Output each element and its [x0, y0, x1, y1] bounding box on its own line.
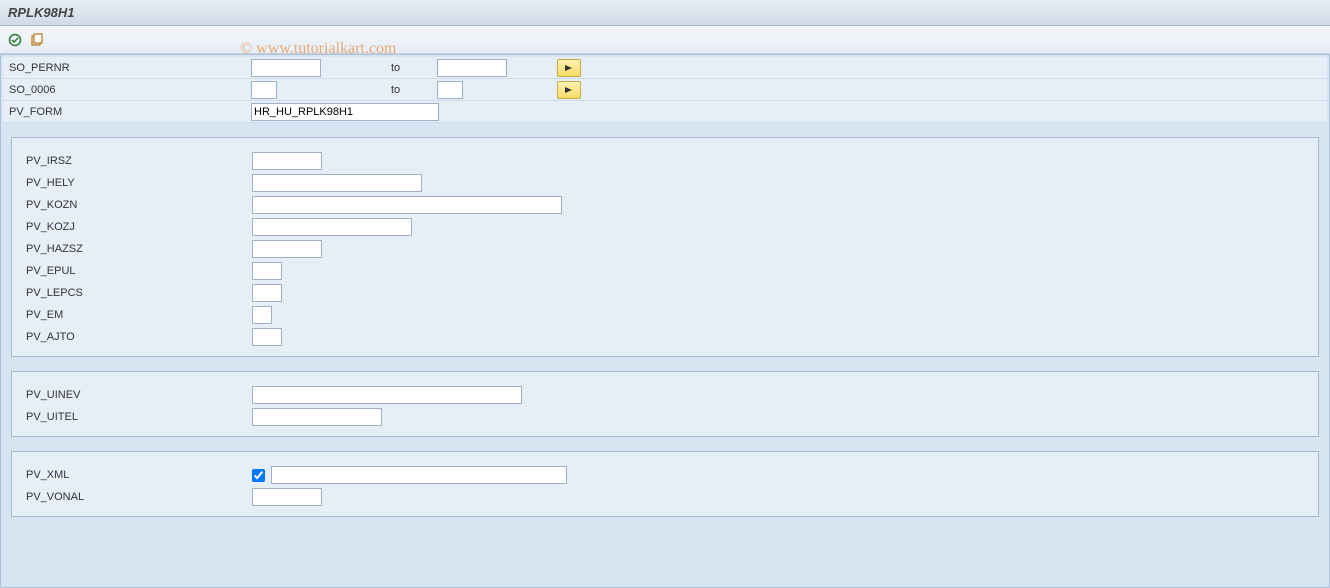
input-pv-em[interactable]	[252, 306, 272, 324]
label-pv-form: PV_FORM	[3, 106, 251, 118]
checkbox-pv-xml[interactable]	[252, 469, 265, 482]
to-label-pernr: to	[387, 62, 437, 74]
input-pv-irsz[interactable]	[252, 152, 322, 170]
execute-icon[interactable]	[6, 31, 24, 49]
row-so-0006: SO_0006 to	[3, 79, 1327, 101]
label-pv-epul: PV_EPUL	[22, 265, 252, 277]
input-so-0006-high[interactable]	[437, 81, 463, 99]
row-pv-form: PV_FORM	[3, 101, 1327, 123]
label-pv-em: PV_EM	[22, 309, 252, 321]
input-pv-form[interactable]	[251, 103, 439, 121]
label-pv-vonal: PV_VONAL	[22, 491, 252, 503]
input-so-pernr-high[interactable]	[437, 59, 507, 77]
label-pv-lepcs: PV_LEPCS	[22, 287, 252, 299]
input-pv-kozn[interactable]	[252, 196, 562, 214]
selection-screen: SO_PERNR to SO_0006 to PV_FORM PV_IRSZ P…	[0, 54, 1330, 588]
group-contact: PV_UINEV PV_UITEL	[11, 371, 1319, 437]
title-bar: RPLK98H1	[0, 0, 1330, 26]
label-pv-hazsz: PV_HAZSZ	[22, 243, 252, 255]
input-pv-xml-path[interactable]	[271, 466, 567, 484]
label-pv-uinev: PV_UINEV	[22, 389, 252, 401]
label-so-pernr: SO_PERNR	[3, 62, 251, 74]
label-pv-hely: PV_HELY	[22, 177, 252, 189]
input-pv-uitel[interactable]	[252, 408, 382, 426]
input-pv-kozj[interactable]	[252, 218, 412, 236]
label-pv-xml: PV_XML	[22, 469, 252, 481]
input-pv-vonal[interactable]	[252, 488, 322, 506]
input-pv-epul[interactable]	[252, 262, 282, 280]
input-pv-ajto[interactable]	[252, 328, 282, 346]
input-pv-hazsz[interactable]	[252, 240, 322, 258]
group-output: PV_XML PV_VONAL	[11, 451, 1319, 517]
input-so-pernr-low[interactable]	[251, 59, 321, 77]
multi-select-pernr-icon[interactable]	[557, 59, 581, 77]
label-pv-kozj: PV_KOZJ	[22, 221, 252, 233]
variant-icon[interactable]	[28, 31, 46, 49]
row-so-pernr: SO_PERNR to	[3, 57, 1327, 79]
label-pv-ajto: PV_AJTO	[22, 331, 252, 343]
program-title: RPLK98H1	[8, 5, 74, 20]
multi-select-0006-icon[interactable]	[557, 81, 581, 99]
label-pv-uitel: PV_UITEL	[22, 411, 252, 423]
to-label-0006: to	[387, 84, 437, 96]
label-so-0006: SO_0006	[3, 84, 251, 96]
label-pv-irsz: PV_IRSZ	[22, 155, 252, 167]
input-pv-hely[interactable]	[252, 174, 422, 192]
input-so-0006-low[interactable]	[251, 81, 277, 99]
group-address: PV_IRSZ PV_HELY PV_KOZN PV_KOZJ PV_HAZSZ…	[11, 137, 1319, 357]
label-pv-kozn: PV_KOZN	[22, 199, 252, 211]
input-pv-uinev[interactable]	[252, 386, 522, 404]
toolbar	[0, 26, 1330, 54]
input-pv-lepcs[interactable]	[252, 284, 282, 302]
